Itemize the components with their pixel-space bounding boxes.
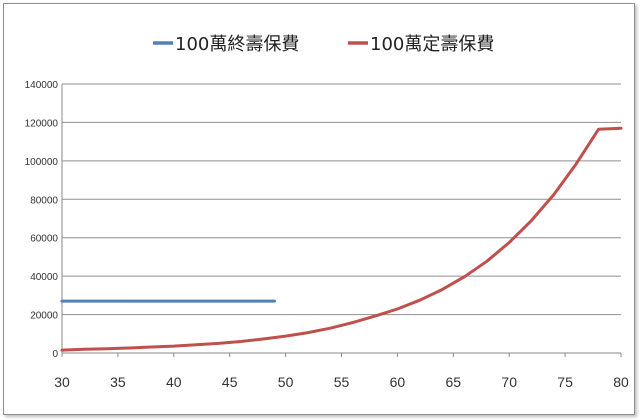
x-tick-label: 80 bbox=[613, 374, 629, 390]
y-tick-label: 100000 bbox=[25, 157, 59, 168]
chart-frame bbox=[3, 3, 635, 415]
x-tick-label: 50 bbox=[278, 374, 294, 390]
x-tick-label: 75 bbox=[557, 374, 573, 390]
y-tick-label: 20000 bbox=[30, 311, 58, 322]
x-tick-label: 40 bbox=[166, 374, 182, 390]
y-tick-label: 80000 bbox=[30, 195, 58, 206]
y-tick-label: 120000 bbox=[25, 118, 59, 129]
legend-label-1: 100萬終壽保費 bbox=[175, 34, 299, 55]
x-tick-label: 70 bbox=[501, 374, 517, 390]
x-tick-label: 35 bbox=[110, 374, 126, 390]
y-tick-label: 140000 bbox=[25, 80, 59, 91]
x-tick-label: 65 bbox=[446, 374, 462, 390]
y-tick-label: 0 bbox=[52, 349, 58, 360]
legend: 100萬終壽保費 100萬定壽保費 bbox=[153, 34, 494, 55]
series-lines bbox=[60, 126, 623, 352]
y-tick-label: 40000 bbox=[30, 272, 58, 283]
x-tick-label: 60 bbox=[390, 374, 406, 390]
x-axis-ticks: 30 35 40 45 50 55 60 65 70 75 80 bbox=[54, 353, 629, 390]
legend-label-2: 100萬定壽保費 bbox=[370, 34, 494, 55]
y-tick-label: 60000 bbox=[30, 234, 58, 245]
x-tick-label: 45 bbox=[222, 374, 238, 390]
x-tick-label: 30 bbox=[54, 374, 70, 390]
series-line-2 bbox=[60, 126, 623, 352]
gridlines bbox=[61, 83, 621, 357]
y-axis-ticks: 0 20000 40000 60000 80000 100000 120000 140000 bbox=[25, 80, 59, 360]
x-tick-label: 55 bbox=[334, 374, 350, 390]
